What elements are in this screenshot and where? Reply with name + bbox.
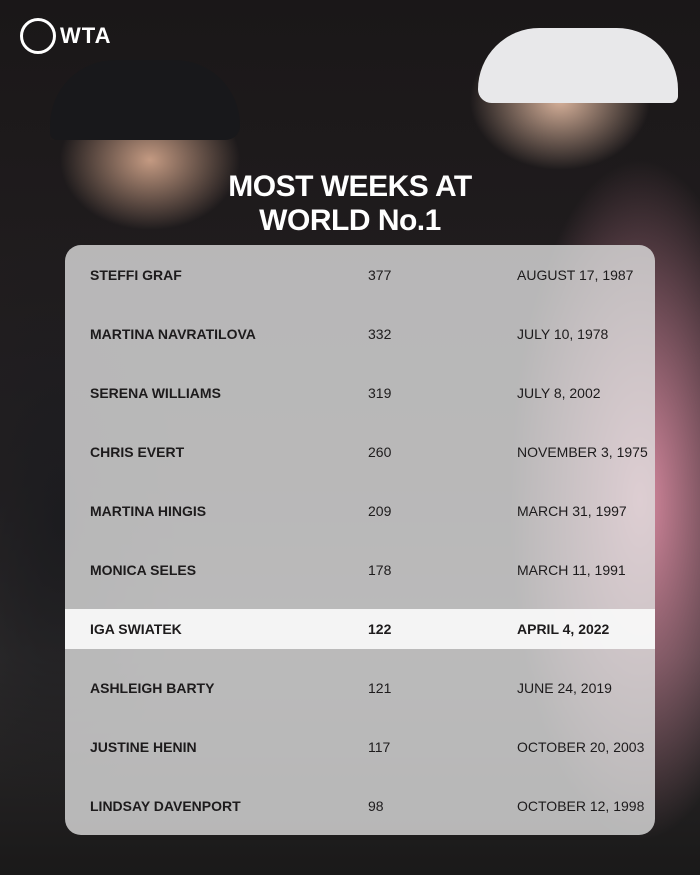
weeks-count: 319 bbox=[368, 384, 392, 401]
title-line-2: WORLD No.1 bbox=[259, 204, 441, 237]
player-name: STEFFI GRAF bbox=[90, 266, 182, 283]
first-date: MARCH 31, 1997 bbox=[517, 502, 627, 519]
table-row: ASHLEIGH BARTY 121 JUNE 24, 2019 bbox=[65, 658, 655, 717]
weeks-count: 98 bbox=[368, 797, 384, 814]
weeks-count: 178 bbox=[368, 561, 392, 578]
table-row: CHRIS EVERT 260 NOVEMBER 3, 1975 bbox=[65, 422, 655, 481]
page-title: MOST WEEKS AT WORLD No.1 bbox=[0, 170, 700, 238]
table-row: IGA SWIATEK 122 APRIL 4, 2022 bbox=[65, 608, 655, 649]
table-row: SERENA WILLIAMS 319 JULY 8, 2002 bbox=[65, 363, 655, 422]
weeks-count: 332 bbox=[368, 325, 392, 342]
table-row: MONICA SELES 178 MARCH 11, 1991 bbox=[65, 540, 655, 599]
weeks-count: 117 bbox=[368, 738, 391, 755]
player-name: IGA SWIATEK bbox=[90, 620, 182, 637]
first-date: APRIL 4, 2022 bbox=[517, 620, 610, 637]
player-name: CHRIS EVERT bbox=[90, 443, 185, 460]
wta-logo-icon bbox=[20, 18, 56, 54]
table-row: JUSTINE HENIN 117 OCTOBER 20, 2003 bbox=[65, 717, 655, 776]
rankings-table: STEFFI GRAF 377 AUGUST 17, 1987 MARTINA NAV… bbox=[65, 245, 655, 835]
player-right-cap bbox=[478, 28, 678, 103]
player-name: JUSTINE HENIN bbox=[90, 738, 197, 755]
wta-logo-text: WTA bbox=[60, 23, 112, 48]
title-line-1: MOST WEEKS AT bbox=[228, 170, 472, 203]
first-date: JULY 8, 2002 bbox=[517, 384, 601, 401]
weeks-count: 121 bbox=[368, 679, 392, 696]
player-name: SERENA WILLIAMS bbox=[90, 384, 221, 401]
table-row: MARTINA NAVRATILOVA 332 JULY 10, 1978 bbox=[65, 304, 655, 363]
player-left-cap bbox=[50, 60, 240, 140]
wta-logo: WTA bbox=[20, 18, 111, 54]
weeks-count: 260 bbox=[368, 443, 392, 460]
player-name: LINDSAY DAVENPORT bbox=[90, 797, 241, 814]
table-row: MARTINA HINGIS 209 MARCH 31, 1997 bbox=[65, 481, 655, 540]
player-name: MARTINA HINGIS bbox=[90, 502, 207, 519]
first-date: OCTOBER 20, 2003 bbox=[517, 738, 645, 755]
weeks-count: 377 bbox=[368, 266, 392, 283]
first-date: MARCH 11, 1991 bbox=[517, 561, 626, 578]
table-row: STEFFI GRAF 377 AUGUST 17, 1987 bbox=[65, 245, 655, 304]
table-row: LINDSAY DAVENPORT 98 OCTOBER 12, 1998 bbox=[65, 776, 655, 835]
first-date: JULY 10, 1978 bbox=[517, 325, 609, 342]
player-name: MONICA SELES bbox=[90, 561, 197, 578]
weeks-count: 209 bbox=[368, 502, 392, 519]
player-name: MARTINA NAVRATILOVA bbox=[90, 325, 256, 342]
weeks-count: 122 bbox=[368, 620, 392, 637]
first-date: NOVEMBER 3, 1975 bbox=[517, 443, 648, 460]
first-date: OCTOBER 12, 1998 bbox=[517, 797, 645, 814]
first-date: JUNE 24, 2019 bbox=[517, 679, 612, 696]
player-name: ASHLEIGH BARTY bbox=[90, 679, 215, 696]
first-date: AUGUST 17, 1987 bbox=[517, 266, 634, 283]
